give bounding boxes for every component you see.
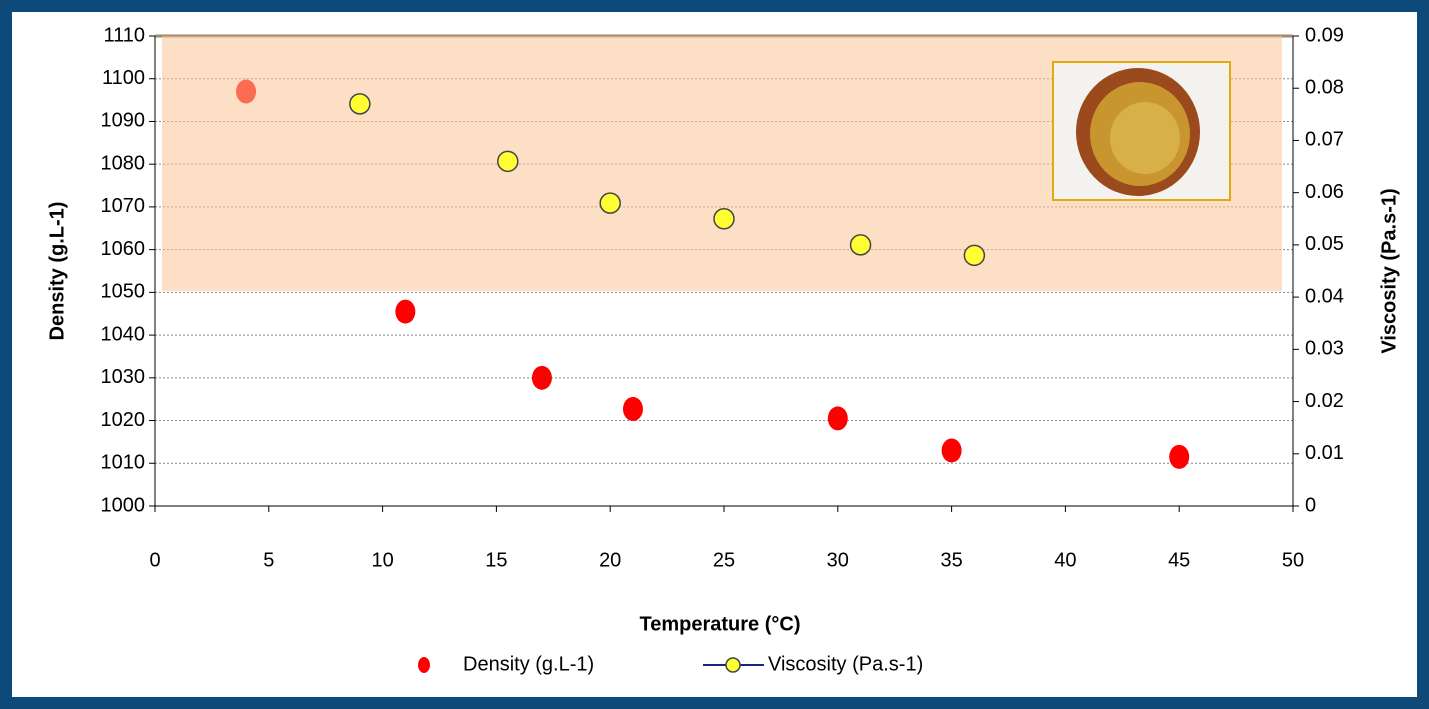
x-tick-label: 10 [371,549,393,571]
y2-tick-label: 0.06 [1305,181,1344,203]
x-tick-label: 50 [1282,549,1304,571]
y-tick-label: 1020 [101,409,146,431]
y2-tick-label: 0.03 [1305,338,1344,360]
y2-axis-title: Viscosity (Pa.s-1) [1378,188,1400,353]
x-tick-label: 25 [713,549,735,571]
y-tick-label: 1070 [101,195,146,217]
y2-tick-label: 0.05 [1305,233,1344,255]
data-point [849,234,872,256]
data-point [941,438,962,463]
y-axis-title: Density (g.L-1) [46,202,68,341]
x-tick-label: 20 [599,549,621,571]
legend-marker [418,657,430,673]
y-tick-label: 1000 [101,494,146,516]
y2-tick-label: 0.01 [1305,442,1344,464]
y2-tick-label: 0 [1305,494,1316,516]
y2-tick-label: 0.04 [1305,285,1344,307]
data-point [1169,444,1190,469]
legend-label: Viscosity (Pa.s-1) [768,653,923,675]
data-point [827,406,848,431]
x-tick-label: 40 [1054,549,1076,571]
y-tick-label: 1100 [102,67,145,89]
data-point [599,192,621,214]
x-tick-label: 35 [940,549,962,571]
y-tick-label: 1010 [101,452,146,474]
x-tick-label: 5 [263,549,274,571]
y2-tick-label: 0.08 [1305,77,1344,99]
x-tick-label: 45 [1168,549,1190,571]
x-tick-label: 0 [149,549,160,571]
y2-tick-label: 0.02 [1305,390,1344,412]
legend-marker [725,657,741,673]
data-point [395,299,416,324]
y-tick-label: 1110 [103,24,145,46]
data-point [497,150,519,173]
x-axis-title: Temperature (°C) [640,613,801,635]
y2-tick-label: 0.07 [1305,129,1344,151]
y2-tick-label: 0.09 [1305,24,1344,46]
x-tick-label: 15 [485,549,507,571]
y-tick-label: 1050 [101,281,146,303]
pollen-core [1110,102,1180,174]
data-point [349,93,371,115]
y-tick-label: 1030 [101,366,146,388]
data-point [622,397,643,422]
data-point [531,365,552,390]
data-point [963,244,986,267]
inset-image [1052,61,1231,201]
x-tick-label: 30 [827,549,849,571]
y-tick-label: 1090 [101,110,146,132]
y-tick-label: 1080 [101,152,146,174]
y-tick-label: 1060 [101,238,146,260]
data-point [713,208,735,230]
y-tick-label: 1040 [101,323,146,345]
legend-label: Density (g.L-1) [463,653,594,675]
